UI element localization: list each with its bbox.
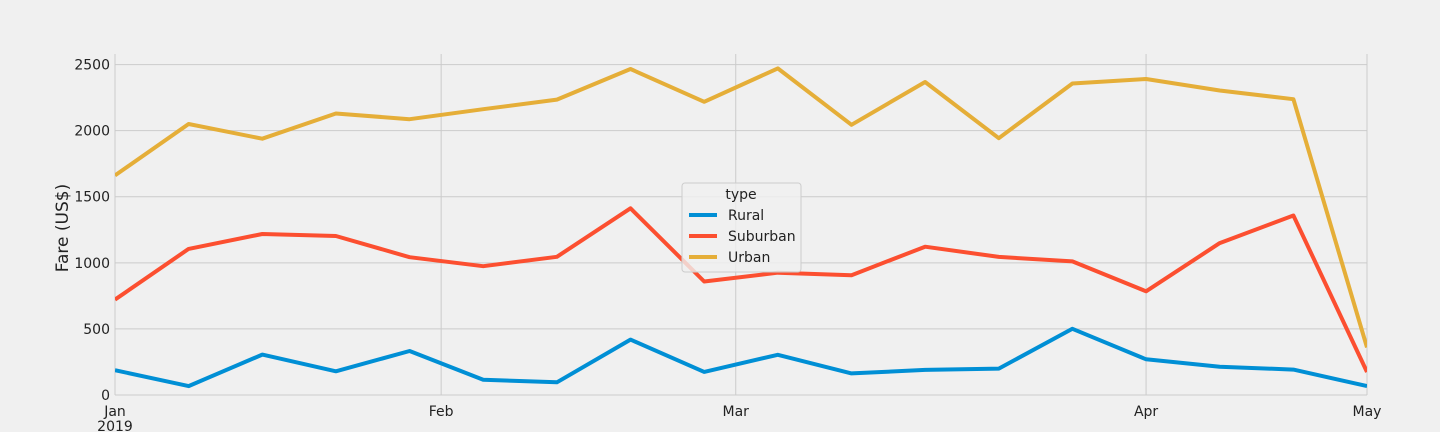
y-tick-label: 1000 xyxy=(74,256,110,272)
y-axis-title: Fare (US$) xyxy=(53,184,73,272)
x-tick-label: Feb xyxy=(429,404,454,420)
series-line-urban xyxy=(115,66,1367,348)
legend-label-urban: Urban xyxy=(728,250,770,266)
y-tick-label: 2000 xyxy=(74,124,110,140)
legend-label-suburban: Suburban xyxy=(728,229,796,245)
legend-box xyxy=(681,182,802,273)
y-tick-label: 0 xyxy=(101,388,110,404)
legend-title: type xyxy=(725,187,756,203)
series-lines xyxy=(115,66,1367,389)
x-tick-sublabel: 2019 xyxy=(97,419,133,432)
series-line-suburban xyxy=(115,206,1367,373)
x-tick-label: May xyxy=(1353,404,1382,420)
y-tick-label: 2500 xyxy=(74,58,110,74)
series-line-rural xyxy=(115,326,1367,389)
x-tick-label: Apr xyxy=(1134,404,1158,420)
y-tick-label: 500 xyxy=(83,322,110,338)
y-tick-label: 1500 xyxy=(74,190,110,206)
legend-label-rural: Rural xyxy=(728,208,764,224)
x-tick-label: Mar xyxy=(723,404,750,420)
x-tick-label: Jan xyxy=(103,404,126,420)
legend[interactable]: type Rural Suburban Urban xyxy=(681,182,802,273)
